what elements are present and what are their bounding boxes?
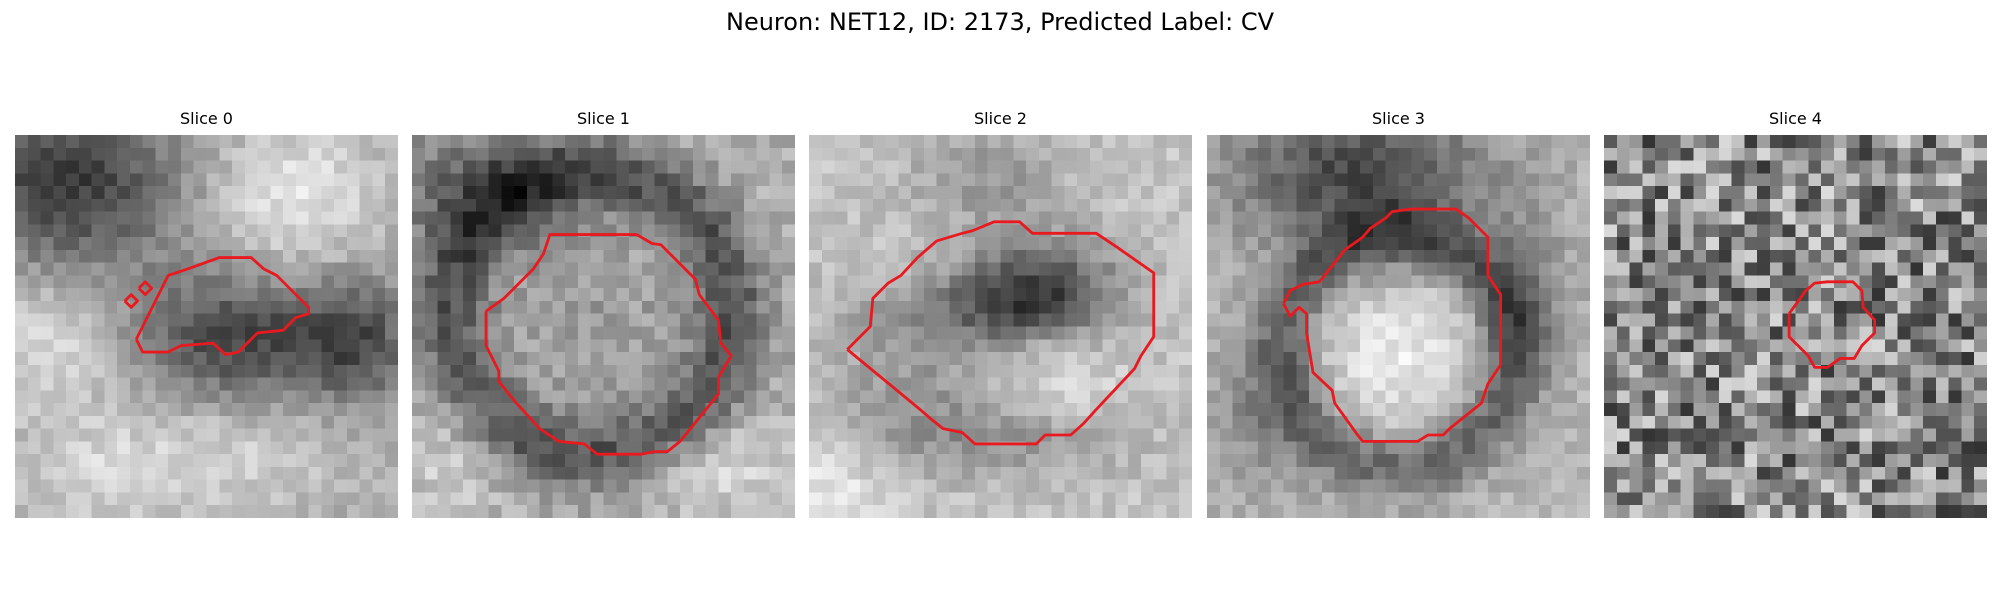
- slice-image-2: [809, 135, 1192, 518]
- slice-pixels: [412, 135, 795, 518]
- segmentation-contour: [1282, 207, 1503, 443]
- slice-pixels: [1207, 135, 1590, 518]
- slice-image-3: [1207, 135, 1590, 518]
- slice-pixels: [809, 135, 1192, 518]
- slice-title-0: Slice 0: [180, 109, 233, 128]
- figure-title: Neuron: NET12, ID: 2173, Predicted Label…: [726, 8, 1274, 36]
- slice-image-4: [1604, 135, 1987, 518]
- slice-title-1: Slice 1: [577, 109, 630, 128]
- slice-image-0: [15, 135, 398, 518]
- slice-title-4: Slice 4: [1769, 109, 1822, 128]
- segmentation-contour-fragment: [137, 280, 154, 296]
- segmentation-contour: [135, 256, 311, 356]
- slice-image-1: [412, 135, 795, 518]
- slice-panel-0: Slice 0: [15, 107, 398, 519]
- slice-title-2: Slice 2: [974, 109, 1027, 128]
- slice-panel-2: Slice 2: [809, 107, 1192, 519]
- segmentation-contour: [846, 220, 1156, 446]
- slice-panel-1: Slice 1: [412, 107, 795, 519]
- slice-title-3: Slice 3: [1372, 109, 1425, 128]
- slice-panel-3: Slice 3: [1207, 107, 1590, 519]
- slice-panel-4: Slice 4: [1604, 107, 1987, 519]
- slice-pixels: [1604, 135, 1987, 518]
- segmentation-contour-fragment: [123, 293, 139, 309]
- segmentation-contour: [1787, 280, 1877, 369]
- slice-pixels: [15, 135, 398, 518]
- segmentation-contour: [484, 233, 733, 456]
